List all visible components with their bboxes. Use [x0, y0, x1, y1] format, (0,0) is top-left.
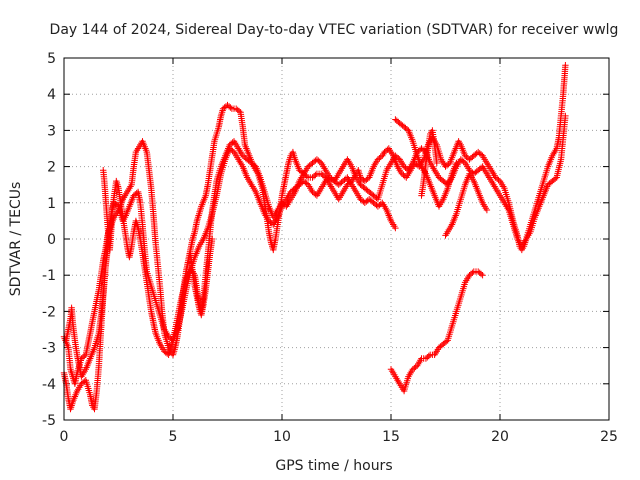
y-tick-label: -4: [42, 377, 56, 393]
x-tick-label: 10: [273, 429, 291, 445]
data-point-track-1: [227, 104, 234, 111]
data-point-track-8: [483, 206, 491, 214]
y-tick-label: 5: [47, 51, 56, 67]
x-tick-label: 15: [382, 429, 400, 445]
data-marks: [60, 62, 569, 413]
data-point-track-9: [479, 272, 486, 279]
data-point-track-2: [392, 224, 399, 232]
data-point-track-5: [209, 235, 216, 243]
data-point-track-9: [477, 270, 485, 278]
data-point-track-3: [552, 175, 559, 182]
x-tick-label: 25: [600, 429, 618, 445]
data-point-track-7: [433, 159, 440, 167]
plot-frame: [63, 57, 610, 421]
data-point-track-1: [562, 62, 569, 69]
data-point-track-9: [425, 352, 432, 360]
data-point-track-9: [443, 338, 450, 345]
data-point-track-3: [562, 112, 569, 120]
y-tick-label: 3: [47, 123, 56, 139]
y-tick-label: -2: [42, 304, 56, 320]
y-tick-label: -1: [42, 268, 56, 284]
data-point-track-4: [108, 217, 116, 225]
x-tick-label: 5: [169, 429, 178, 445]
y-axis-label: SDTVAR / TECUs: [8, 182, 24, 297]
x-tick-label: 0: [60, 429, 69, 445]
data-point-track-1: [312, 171, 319, 179]
y-tick-label: 4: [47, 87, 56, 103]
data-point-track-9: [469, 269, 476, 276]
grid-lines: [64, 58, 609, 420]
y-tick-label: 0: [47, 232, 56, 248]
chart-title: Day 144 of 2024, Sidereal Day-to-day VTE…: [50, 22, 619, 38]
data-point-track-1: [235, 107, 243, 115]
y-tick-label: 2: [47, 160, 56, 176]
y-tick-label: -3: [42, 341, 56, 357]
data-point-track-6: [453, 159, 460, 167]
y-tick-label: -5: [42, 413, 56, 429]
x-axis-label: GPS time / hours: [275, 458, 392, 474]
y-tick-label: 1: [47, 196, 56, 212]
x-tick-label: 20: [491, 429, 509, 445]
